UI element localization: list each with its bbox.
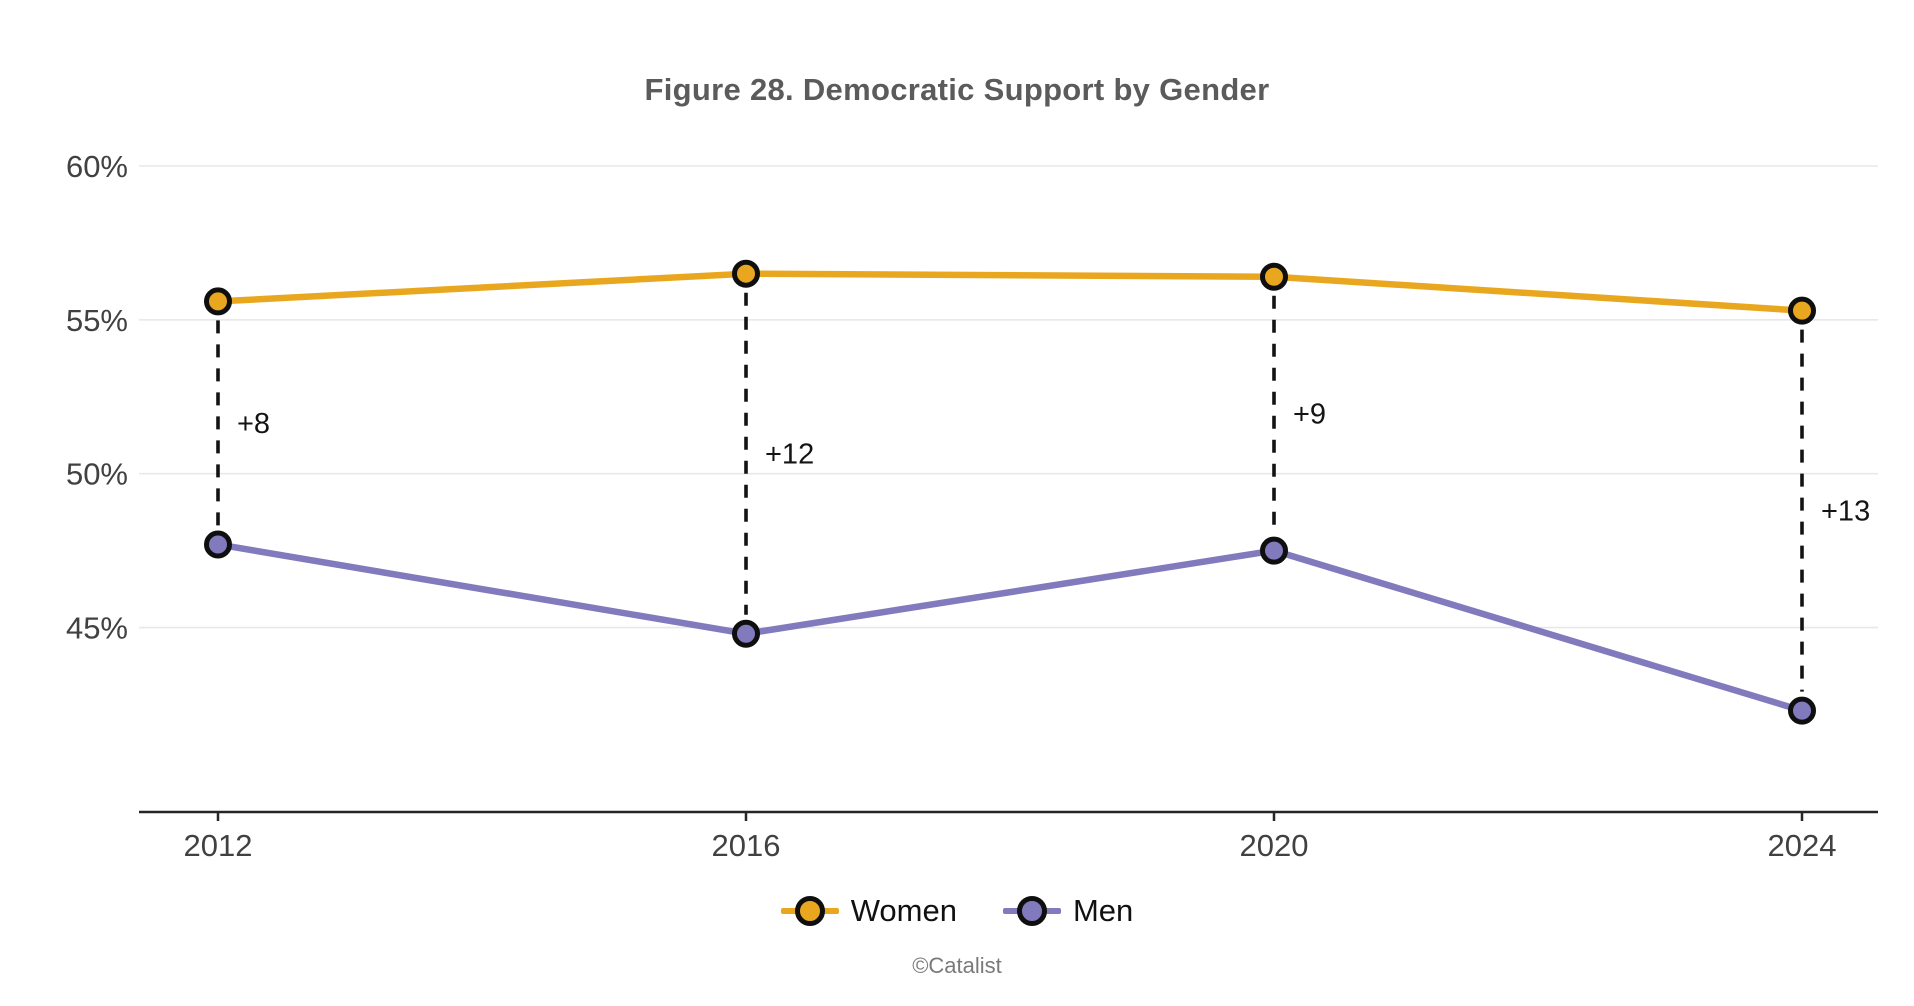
x-tick-label-2016: 2016	[712, 828, 781, 863]
men-point-2016	[732, 619, 760, 648]
gap-label-2020: +9	[1293, 399, 1326, 431]
men-point-2020	[1260, 536, 1288, 565]
legend-label-men: Men	[1072, 893, 1134, 928]
women-marker-icon	[794, 896, 825, 926]
y-tick-label-60: 60%	[66, 149, 128, 184]
women-line	[214, 270, 1806, 314]
x-tick-label-2020: 2020	[1240, 828, 1309, 863]
gap-label-2024: +13	[1821, 496, 1870, 528]
women-point-2012	[204, 287, 232, 316]
men-series-swatch	[1002, 896, 1061, 926]
y-tick-label-55: 55%	[66, 303, 128, 338]
legend-label-women: Women	[850, 893, 957, 928]
y-tick-label-45: 45%	[66, 611, 128, 646]
men-point-2024	[1788, 696, 1816, 725]
legend-item-women: Women	[780, 893, 957, 929]
women-point-2024	[1788, 296, 1816, 325]
y-tick-label-50: 50%	[66, 457, 128, 492]
legend: Women Men	[0, 893, 1914, 929]
men-marker-icon	[1016, 896, 1047, 926]
x-tick-label-2012: 2012	[184, 828, 253, 863]
women-point-2020	[1260, 262, 1288, 291]
x-tick-label-2024: 2024	[1768, 828, 1837, 863]
attribution: ©Catalist	[912, 953, 1002, 978]
gap-label-2016: +12	[765, 439, 814, 471]
women-series-swatch	[780, 896, 839, 926]
chart-title: Figure 28. Democratic Support by Gender	[644, 72, 1270, 107]
women-point-2016	[732, 259, 760, 288]
legend-item-men: Men	[1002, 893, 1134, 929]
gap-label-2012: +8	[237, 408, 270, 440]
men-line	[214, 541, 1806, 714]
men-point-2012	[204, 530, 232, 559]
